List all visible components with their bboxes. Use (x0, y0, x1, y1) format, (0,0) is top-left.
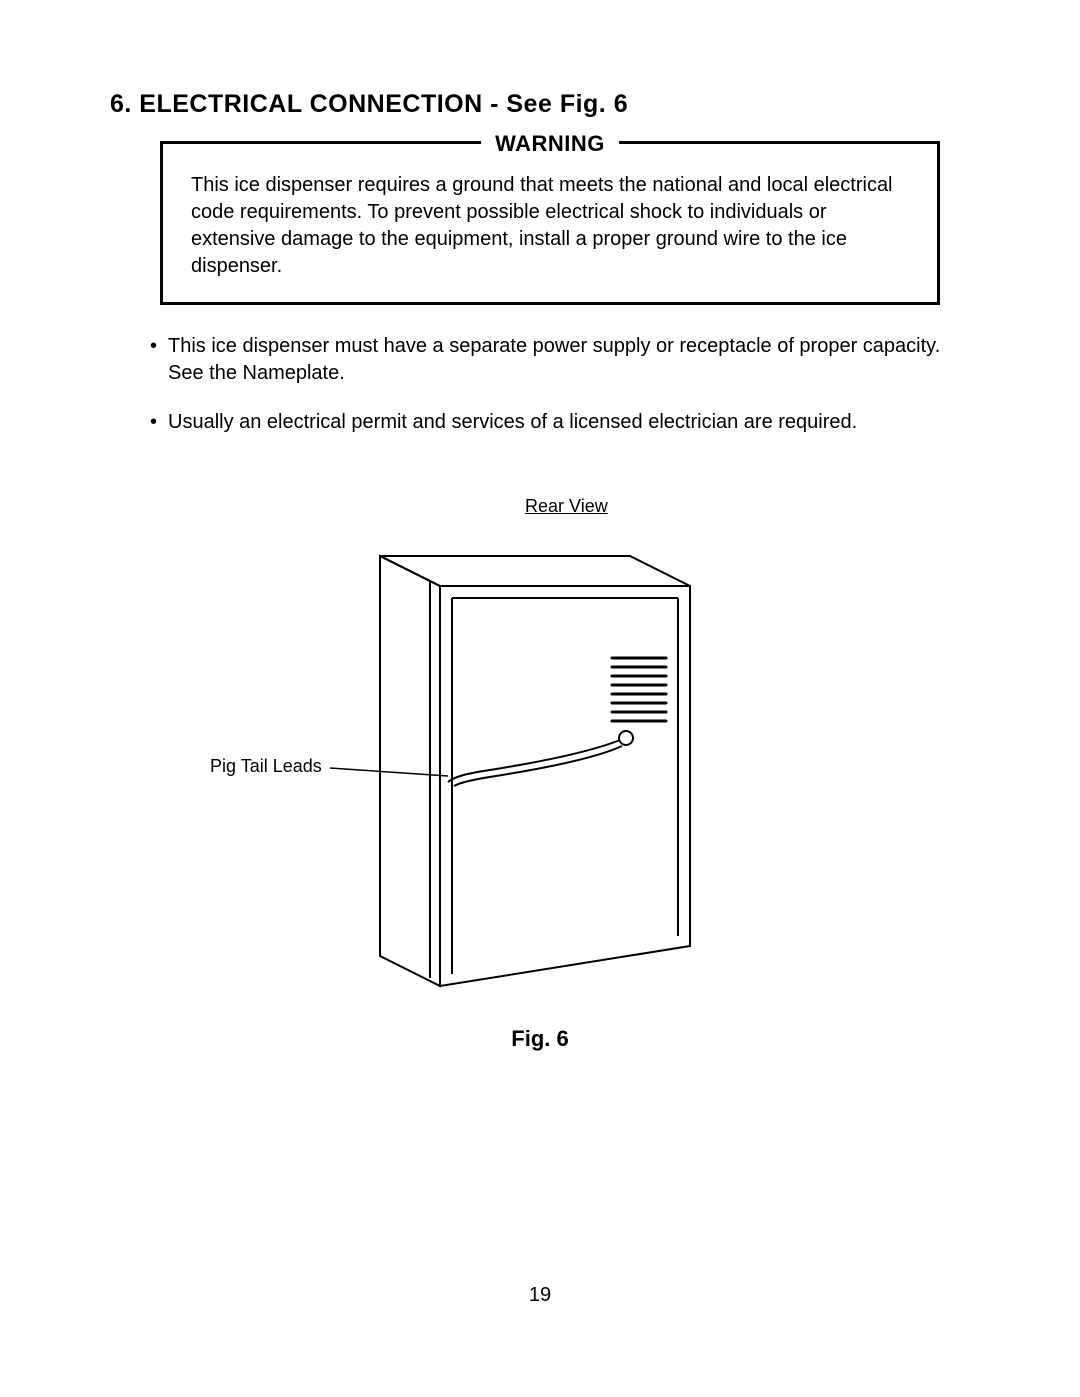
bullet-list: This ice dispenser must have a separate … (110, 333, 970, 436)
warning-text: This ice dispenser requires a ground tha… (191, 174, 893, 277)
warning-box: WARNING This ice dispenser requires a gr… (160, 141, 940, 305)
figure-area: Rear View Pig Tail Leads (240, 496, 840, 1016)
warning-title: WARNING (481, 129, 619, 159)
figure-caption: Fig. 6 (110, 1026, 970, 1052)
list-item: This ice dispenser must have a separate … (150, 333, 970, 387)
page-number: 19 (0, 1284, 1080, 1307)
rear-view-label: Rear View (525, 496, 608, 517)
section-heading: 6. ELECTRICAL CONNECTION - See Fig. 6 (110, 90, 970, 119)
list-item: Usually an electrical permit and service… (150, 409, 970, 436)
pigtail-label: Pig Tail Leads (210, 756, 322, 777)
dispenser-diagram (320, 526, 780, 1006)
manual-page: 6. ELECTRICAL CONNECTION - See Fig. 6 WA… (0, 0, 1080, 1397)
